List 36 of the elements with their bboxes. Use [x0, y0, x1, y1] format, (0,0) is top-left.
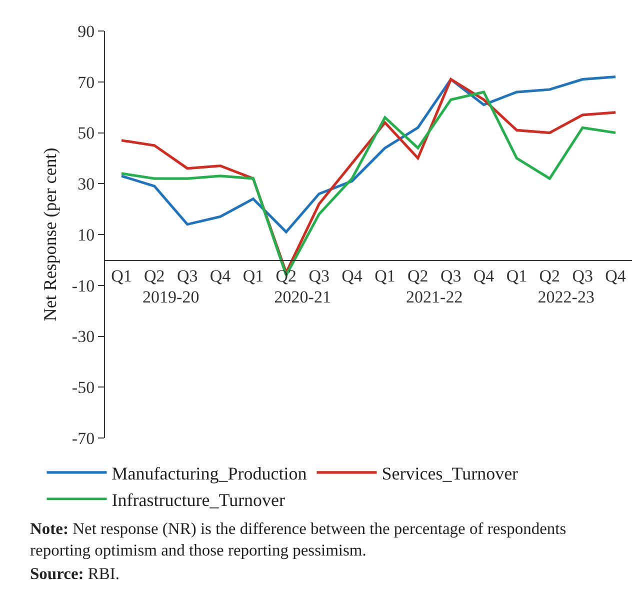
y-tick-label: -70 [72, 428, 95, 448]
x-tick-label: Q2 [276, 266, 297, 286]
y-tick-label: -50 [72, 378, 95, 398]
y-tick-label: 30 [78, 174, 95, 194]
x-tick-label: Q3 [176, 266, 198, 286]
legend-label: Manufacturing_Production [112, 464, 307, 484]
x-tick-label: Q2 [539, 266, 560, 286]
y-tick-label: 70 [78, 72, 95, 92]
x-tick-label: Q1 [374, 266, 396, 286]
legend-label: Services_Turnover [382, 464, 518, 484]
x-tick-label: Q4 [473, 266, 495, 286]
y-tick-label: 90 [78, 22, 95, 41]
x-tick-label: Q3 [572, 266, 593, 286]
x-tick-label: Q4 [210, 266, 232, 286]
y-tick-label: 10 [78, 225, 95, 244]
line-series [120, 75, 617, 234]
x-tick-label: Q4 [342, 266, 363, 286]
annotation: 2022-23 [538, 287, 594, 306]
y-tick-label: -10 [72, 276, 95, 296]
x-tick-label: Q3 [308, 266, 330, 286]
annotation: 2020-21 [274, 287, 331, 306]
x-tick-label: Q2 [144, 266, 165, 286]
legend-label: Infrastructure_Turnover [112, 490, 286, 510]
text: Note: Net response (NR) is the difference between the percentage of respondents reporting optimism and those reporting pessimism. [30, 519, 566, 560]
x-tick-label: Q4 [605, 266, 626, 286]
annotation: 2021-22 [406, 287, 463, 306]
y-tick-label: 50 [78, 124, 95, 143]
source-note: Source: RBI. [30, 564, 120, 583]
annotation: 2019-20 [142, 287, 200, 306]
x-tick-label: Q2 [408, 266, 428, 286]
y-axis-title: Net Response (per cent) [40, 148, 60, 322]
x-tick-label: Q1 [506, 266, 528, 286]
x-tick-label: Q3 [440, 266, 462, 286]
x-tick-label: Q1 [111, 266, 132, 286]
y-tick-label: -30 [72, 327, 95, 346]
x-tick-label: Q1 [242, 266, 264, 286]
